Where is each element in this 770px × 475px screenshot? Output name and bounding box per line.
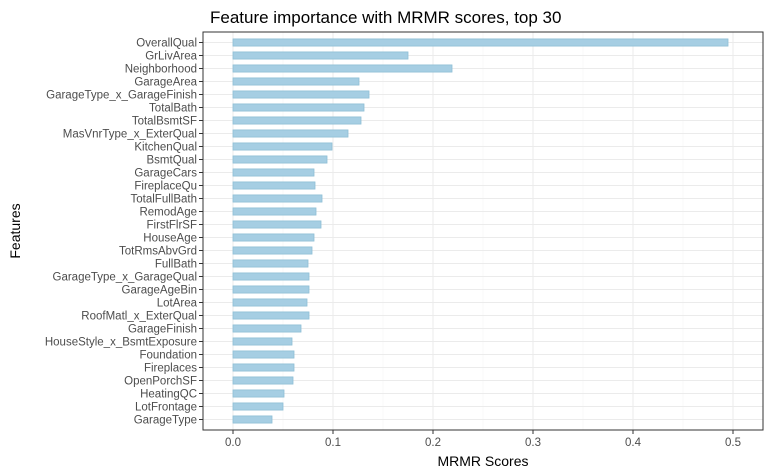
x-tick-label: 0.2 — [425, 437, 441, 449]
bar-Fireplaces — [232, 363, 295, 372]
bar-GrLivArea — [232, 51, 409, 60]
y-tick-label: HouseAge — [143, 233, 197, 245]
bar-GarageAgeBin — [232, 285, 310, 294]
y-tick-label: LotArea — [157, 298, 198, 310]
y-tick-label: Fireplaces — [144, 363, 197, 375]
bar-TotalFullBath — [232, 194, 323, 203]
y-tick-label: HouseStyle_x_BsmtExposure — [45, 337, 197, 349]
y-tick-label: GarageAgeBin — [122, 285, 197, 297]
bar-BsmtQual — [232, 155, 328, 164]
bar-FirstFlrSF — [232, 220, 322, 229]
bar-RemodAge — [232, 207, 317, 216]
bar-MasVnrType_x_ExterQual — [232, 129, 349, 138]
y-tick-label: TotalFullBath — [131, 194, 197, 206]
bar-LotFrontage — [232, 402, 284, 411]
y-tick-label: GarageCars — [134, 168, 197, 180]
bar-TotalBsmtSF — [232, 116, 362, 125]
bar-OverallQual — [232, 38, 729, 47]
bar-FullBath — [232, 259, 309, 268]
bar-KitchenQual — [232, 142, 333, 151]
bar-GarageFinish — [232, 324, 302, 333]
bar-OpenPorchSF — [232, 376, 294, 385]
panel-border — [202, 31, 764, 431]
x-tick-label: 0.0 — [225, 437, 241, 449]
chart-title: Feature importance with MRMR scores, top… — [210, 8, 561, 27]
y-tick-label: GarageType_x_GarageFinish — [46, 90, 197, 102]
bar-Neighborhood — [232, 64, 453, 73]
y-tick-label: GarageType_x_GarageQual — [53, 272, 197, 284]
bar-HouseAge — [232, 233, 315, 242]
bar-GarageType_x_GarageFinish — [232, 90, 370, 99]
y-axis-ticks: OverallQualGrLivAreaNeighborhoodGarageAr… — [45, 38, 203, 427]
bar-LotArea — [232, 298, 308, 307]
y-tick-label: Foundation — [139, 350, 197, 362]
y-tick-label: LotFrontage — [135, 402, 197, 414]
bar-RoofMatl_x_ExterQual — [232, 311, 310, 320]
y-tick-label: KitchenQual — [134, 142, 197, 154]
bar-HouseStyle_x_BsmtExposure — [232, 337, 293, 346]
bar-GarageArea — [232, 77, 360, 86]
y-tick-label: OpenPorchSF — [124, 376, 197, 388]
x-axis-title: MRMR Scores — [437, 453, 528, 469]
y-tick-label: BsmtQual — [147, 155, 198, 167]
y-tick-label: GarageFinish — [128, 324, 197, 336]
y-tick-label: TotRmsAbvGrd — [119, 246, 197, 258]
y-axis-title: Features — [7, 203, 23, 258]
bar-TotRmsAbvGrd — [232, 246, 313, 255]
x-tick-label: 0.1 — [325, 437, 341, 449]
x-tick-label: 0.5 — [725, 437, 741, 449]
x-tick-label: 0.3 — [525, 437, 541, 449]
y-tick-label: RemodAge — [139, 207, 197, 219]
bar-TotalBath — [232, 103, 365, 112]
y-tick-label: GarageArea — [134, 77, 197, 89]
y-tick-label: TotalBath — [149, 103, 197, 115]
bar-GarageType — [232, 415, 273, 424]
bar-FireplaceQu — [232, 181, 316, 190]
y-tick-label: TotalBsmtSF — [132, 116, 197, 128]
y-tick-label: FullBath — [155, 259, 197, 271]
y-tick-label: HeatingQC — [140, 389, 197, 401]
x-tick-label: 0.4 — [625, 437, 642, 449]
y-tick-label: OverallQual — [136, 38, 197, 50]
bar-HeatingQC — [232, 389, 285, 398]
y-tick-label: FireplaceQu — [134, 181, 197, 193]
bar-GarageCars — [232, 168, 315, 177]
y-tick-label: MasVnrType_x_ExterQual — [63, 129, 197, 141]
x-axis-ticks: 0.0 0.1 0.2 0.3 0.4 0.5 — [225, 430, 741, 449]
y-tick-label: RoofMatl_x_ExterQual — [81, 311, 197, 323]
y-tick-label: GrLivArea — [145, 51, 197, 63]
bars — [232, 38, 729, 424]
bar-Foundation — [232, 350, 295, 359]
y-tick-label: GarageType — [134, 415, 197, 427]
bar-GarageType_x_GarageQual — [232, 272, 310, 281]
y-tick-label: FirstFlrSF — [147, 220, 197, 232]
y-tick-label: Neighborhood — [125, 64, 197, 76]
